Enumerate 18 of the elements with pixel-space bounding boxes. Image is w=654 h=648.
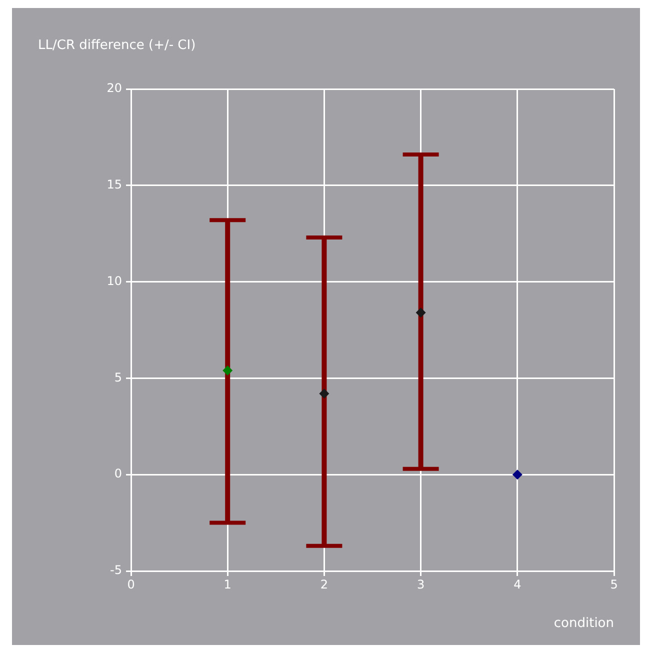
y-tick-label: 15 xyxy=(106,178,122,192)
point xyxy=(222,365,233,376)
point xyxy=(512,470,522,480)
y-axis-title: LL/CR difference (+/- CI) xyxy=(38,38,196,53)
x-tick-label: 4 xyxy=(514,577,522,592)
y-tick-label: 20 xyxy=(106,81,122,96)
x-tick-label: 3 xyxy=(416,577,425,592)
y-tick-label: 10 xyxy=(106,274,122,288)
y-tick-label: 0 xyxy=(114,466,122,481)
x-tick-label: 2 xyxy=(320,577,328,592)
y-tick-label: 5 xyxy=(114,370,122,384)
x-tick-label: 0 xyxy=(127,577,135,592)
point xyxy=(319,388,330,399)
point xyxy=(416,308,426,318)
x-tick-label: 1 xyxy=(224,577,232,592)
x-axis-title: condition xyxy=(554,616,614,631)
x-tick-label: 5 xyxy=(610,577,618,592)
y-tick-label: -5 xyxy=(110,563,122,578)
